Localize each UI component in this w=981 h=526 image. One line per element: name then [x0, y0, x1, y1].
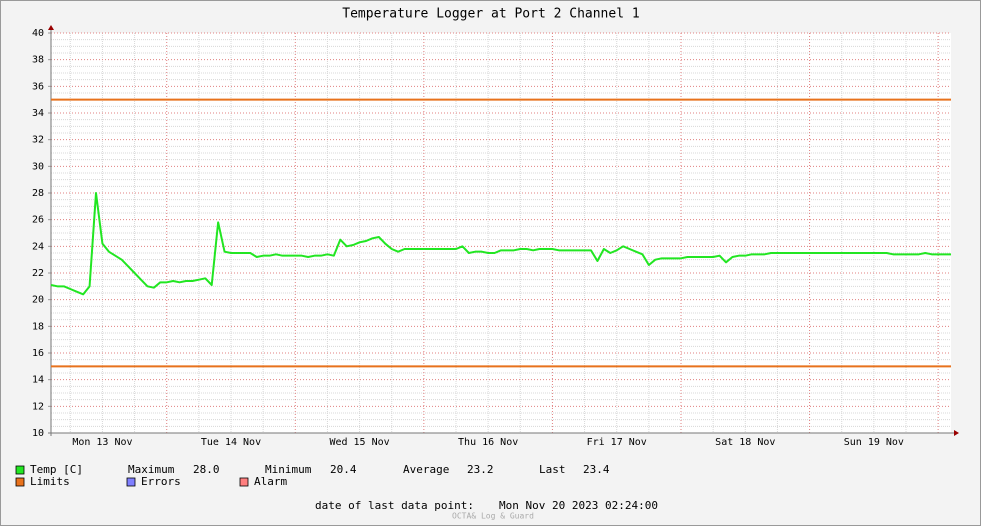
- y-tick-label: 38: [32, 55, 44, 66]
- y-tick-label: 18: [32, 321, 44, 332]
- x-tick-label: Sat 18 Nov: [715, 437, 775, 448]
- y-tick-label: 14: [32, 375, 44, 386]
- y-tick-label: 30: [32, 161, 44, 172]
- y-tick-label: 32: [32, 135, 44, 146]
- y-tick-label: 34: [32, 108, 44, 119]
- stat-value: 28.0: [193, 463, 220, 476]
- x-tick-label: Tue 14 Nov: [201, 437, 261, 448]
- stat-value: 23.4: [583, 463, 610, 476]
- x-tick-label: Wed 15 Nov: [329, 437, 389, 448]
- y-tick-label: 40: [32, 28, 44, 39]
- legend-swatch: [126, 477, 136, 487]
- footer-label: date of last data point:: [315, 499, 474, 512]
- legend-swatch: [15, 465, 25, 475]
- chart-title: Temperature Logger at Port 2 Channel 1: [342, 7, 639, 22]
- x-tick-label: Mon 13 Nov: [72, 437, 132, 448]
- legend-label: Errors: [141, 475, 181, 488]
- legend-swatch: [239, 477, 249, 487]
- stat-value: 23.2: [467, 463, 494, 476]
- x-tick-label: Fri 17 Nov: [587, 437, 647, 448]
- series-line: [50, 192, 951, 296]
- legend-label: Alarm: [254, 475, 287, 488]
- stat-name: Minimum: [265, 463, 312, 476]
- stat-name: Average: [403, 463, 449, 476]
- y-tick-label: 28: [32, 188, 44, 199]
- legend-label: Limits: [30, 475, 70, 488]
- y-tick-label: 24: [32, 241, 44, 252]
- watermark: OCTA& Log & Guard: [452, 512, 534, 521]
- legend-label: Temp [C]: [30, 463, 83, 476]
- x-tick-label: Sun 19 Nov: [844, 437, 904, 448]
- stat-name: Last: [539, 463, 566, 476]
- legend-swatch: [15, 477, 25, 487]
- y-arrow: [48, 25, 54, 30]
- stat-value: 20.4: [330, 463, 357, 476]
- y-tick-label: 26: [32, 215, 44, 226]
- stat-name: Maximum: [128, 463, 175, 476]
- footer-date: Mon Nov 20 2023 02:24:00: [499, 499, 658, 512]
- y-tick-label: 16: [32, 348, 44, 359]
- x-arrow: [954, 430, 959, 436]
- y-tick-label: 10: [32, 428, 44, 439]
- y-tick-label: 12: [32, 401, 44, 412]
- y-tick-label: 36: [32, 81, 44, 92]
- y-tick-label: 22: [32, 268, 44, 279]
- x-tick-label: Thu 16 Nov: [458, 437, 518, 448]
- y-tick-label: 20: [32, 295, 44, 306]
